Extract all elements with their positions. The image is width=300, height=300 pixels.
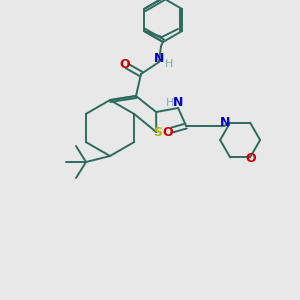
Text: O: O — [163, 125, 173, 139]
Text: S: S — [153, 125, 162, 139]
Text: H: H — [166, 98, 174, 108]
Text: N: N — [154, 52, 164, 65]
Text: O: O — [120, 58, 130, 70]
Text: H: H — [165, 59, 173, 69]
Text: N: N — [173, 97, 183, 110]
Text: N: N — [220, 116, 230, 128]
Text: O: O — [246, 152, 256, 165]
